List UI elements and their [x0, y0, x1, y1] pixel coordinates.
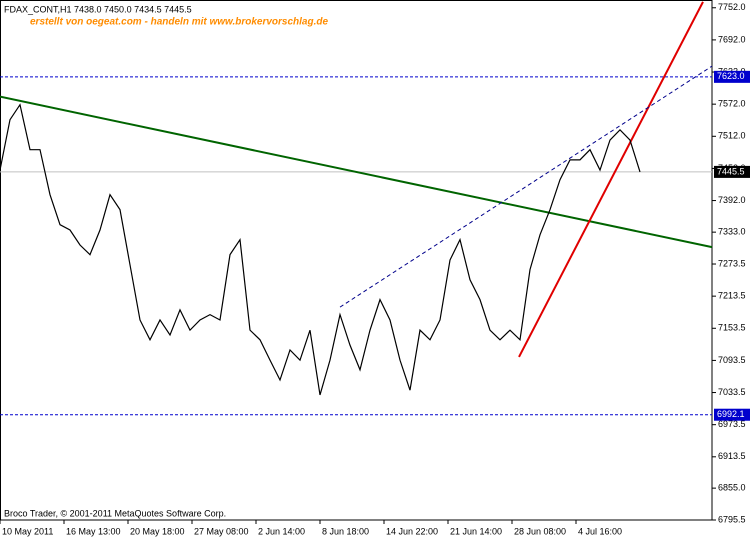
x-tick-label: 27 May 08:00	[194, 526, 249, 536]
price-box	[714, 165, 750, 178]
price-box	[714, 408, 750, 421]
chart-subtitle: erstellt von oegeat.com - handeln mit ww…	[30, 17, 328, 28]
y-tick-label: 7392.0	[718, 195, 746, 205]
y-tick-label: 7572.0	[718, 99, 746, 109]
x-tick-label: 4 Jul 16:00	[578, 526, 622, 536]
price-line	[0, 103, 641, 396]
x-tick-label: 10 May 2011	[2, 526, 53, 536]
y-tick-label: 7273.5	[718, 258, 746, 268]
trendline	[339, 65, 713, 308]
y-tick-label: 7093.5	[718, 355, 746, 365]
y-tick-label: 7692.0	[718, 34, 746, 44]
y-tick-label: 6855.0	[718, 483, 746, 493]
y-tick-label: 6973.5	[718, 419, 746, 429]
y-tick-label: 7752.0	[718, 2, 746, 12]
price-label: 7623.0	[717, 71, 745, 81]
price-box	[714, 70, 750, 83]
y-tick-label: 6795.5	[718, 514, 746, 524]
x-tick-label: 16 May 13:00	[66, 526, 121, 536]
y-tick-label: 7153.5	[718, 323, 746, 333]
y-tick-label: 7512.0	[718, 131, 746, 141]
footer: Broco Trader, © 2001-2011 MetaQuotes Sof…	[4, 508, 226, 518]
price-label: 7445.5	[717, 166, 745, 176]
x-tick-label: 14 Jun 22:00	[386, 526, 438, 536]
y-tick-label: 6913.5	[718, 451, 746, 461]
plot-frame	[0, 0, 713, 521]
price-label: 6992.1	[717, 409, 745, 419]
chart-title: FDAX_CONT,H1 7438.0 7450.0 7434.5 7445.5	[4, 4, 192, 14]
y-tick-label: 7333.0	[718, 227, 746, 237]
x-tick-label: 28 Jun 08:00	[514, 526, 566, 536]
x-tick-label: 8 Jun 18:00	[322, 526, 369, 536]
x-tick-label: 2 Jun 14:00	[258, 526, 305, 536]
y-tick-label: 7213.5	[718, 291, 746, 301]
trendline	[0, 95, 713, 249]
y-tick-label: 7033.5	[718, 387, 746, 397]
trendline	[518, 1, 704, 358]
x-tick-label: 20 May 18:00	[130, 526, 185, 536]
x-tick-label: 21 Jun 14:00	[450, 526, 502, 536]
